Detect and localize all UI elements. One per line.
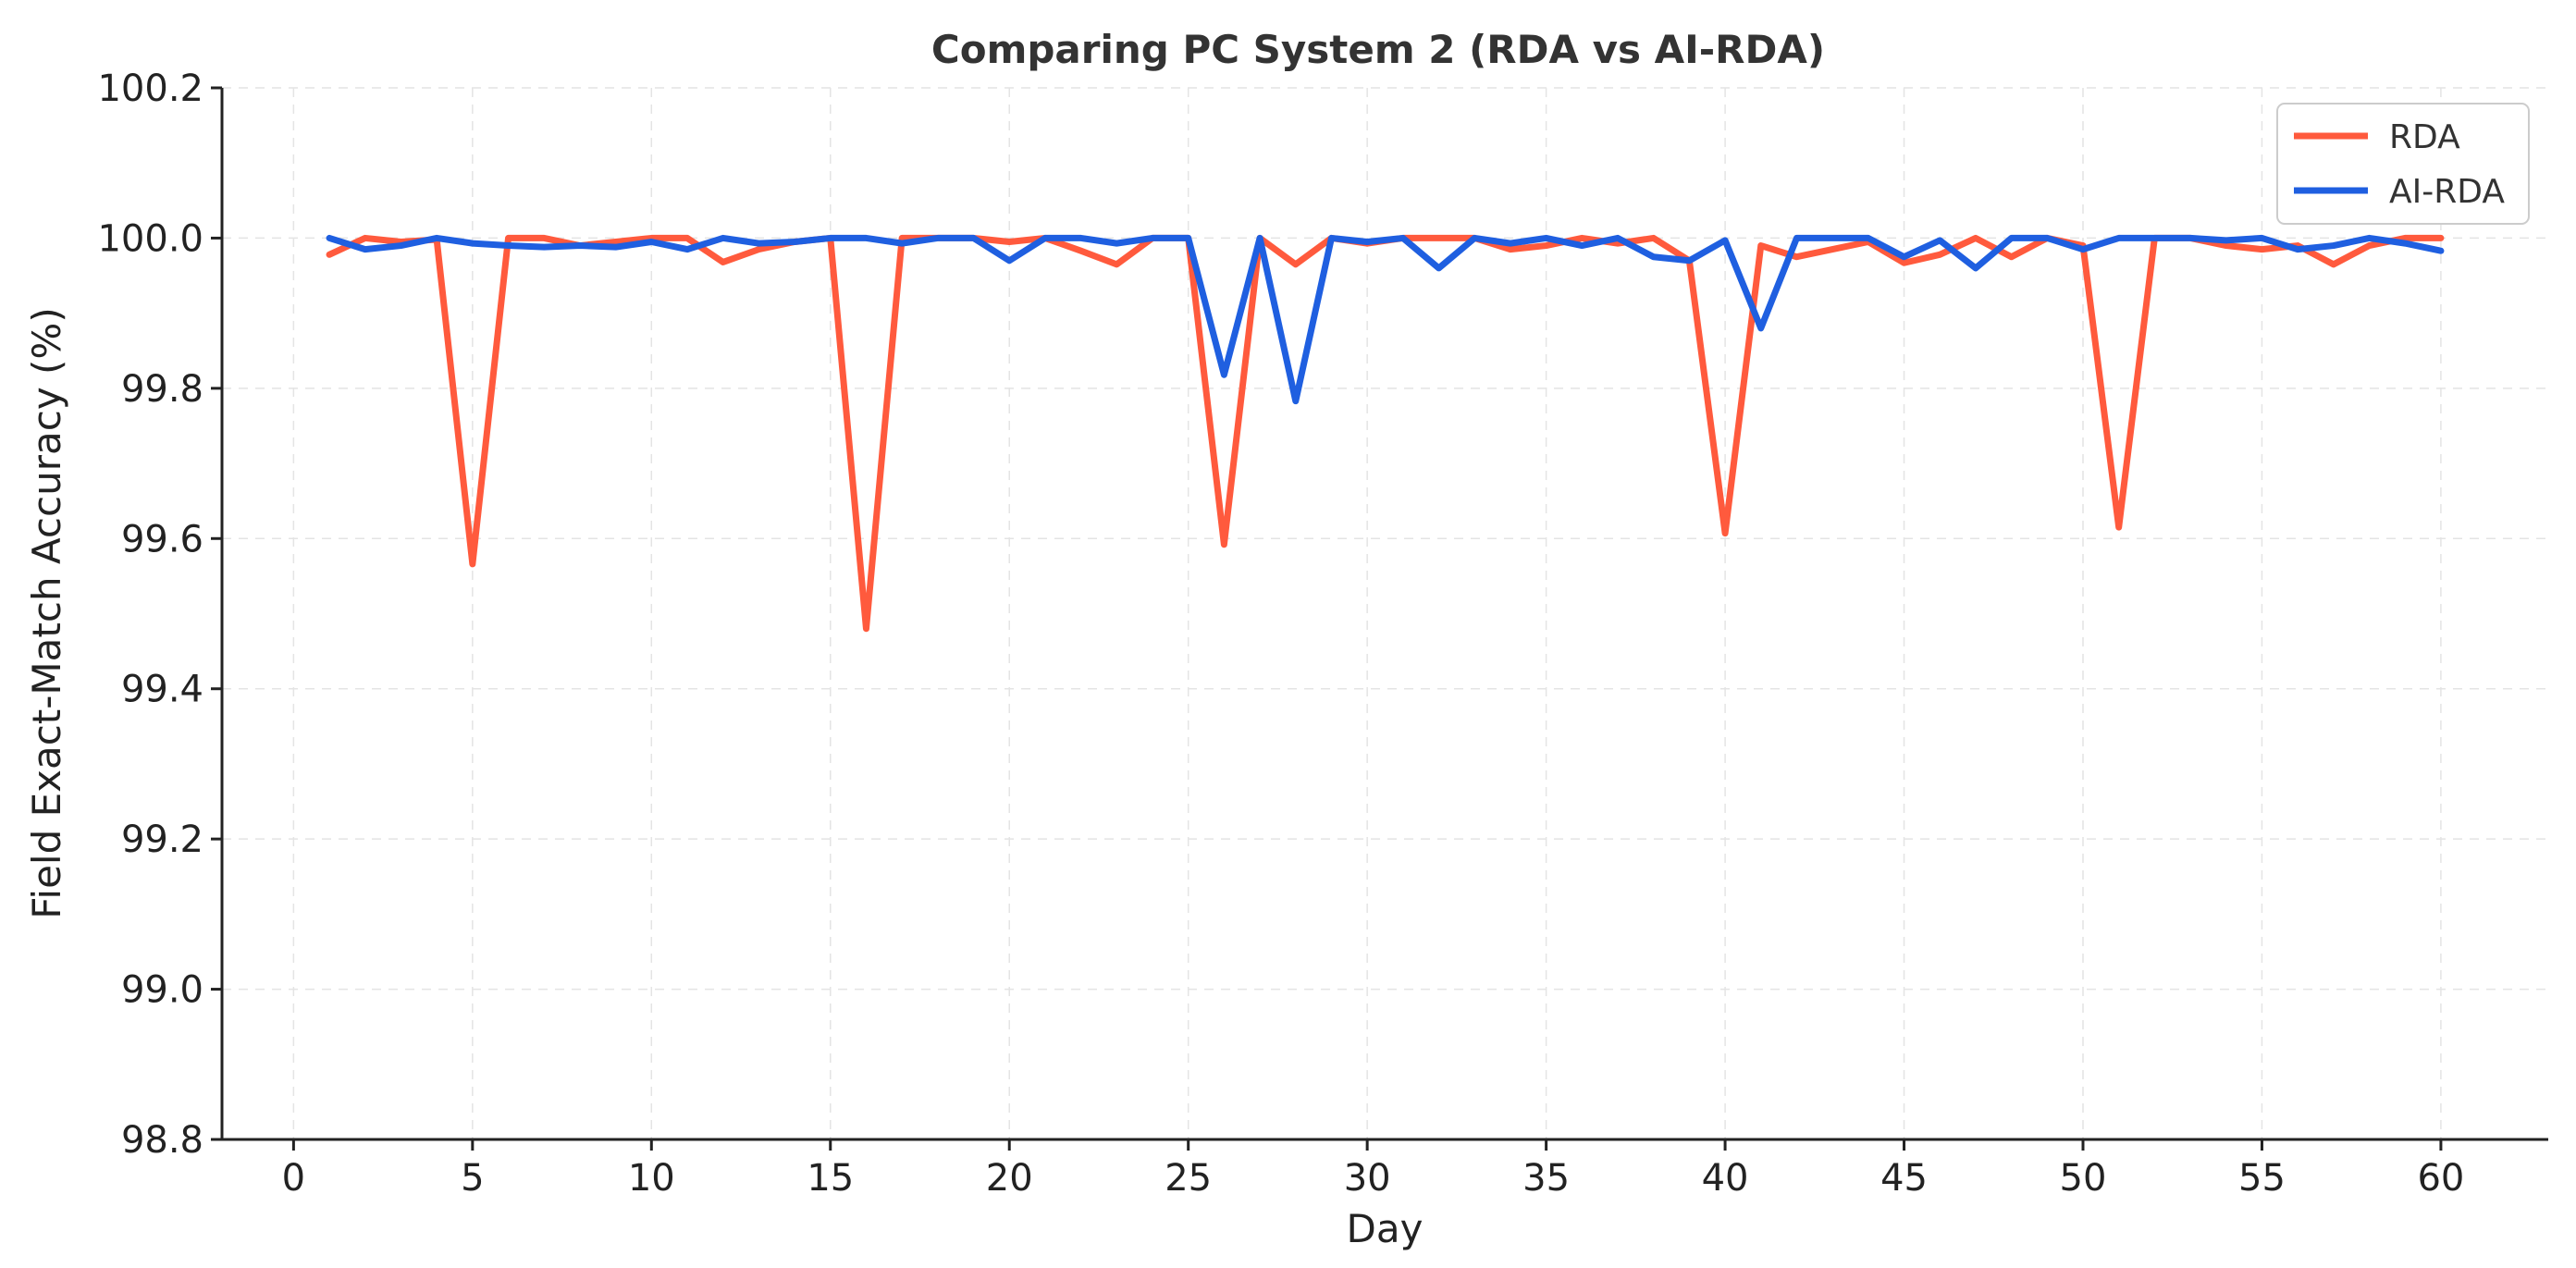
y-tick-label: 99.4 [121, 669, 203, 711]
y-tick-label: 98.8 [121, 1119, 203, 1162]
x-axis-ticks: 0 5 10 15 20 25 30 35 40 45 50 55 60 [282, 1139, 2464, 1200]
y-tick-label: 99.0 [121, 969, 203, 1012]
y-tick-label: 99.8 [121, 368, 203, 411]
series-line-ai-rda [326, 234, 2445, 405]
y-tick-label: 100.0 [97, 217, 203, 260]
x-tick-label: 35 [1522, 1157, 1570, 1200]
y-tick-label: 100.2 [97, 68, 203, 110]
y-axis-label: Field Exact-Match Accuracy (%) [24, 307, 69, 918]
x-tick-label: 45 [1880, 1157, 1928, 1200]
chart-title: Comparing PC System 2 (RDA vs AI-RDA) [931, 27, 1825, 72]
x-axis-label: Day [1347, 1206, 1424, 1251]
x-tick-label: 0 [282, 1157, 305, 1200]
y-tick-label: 99.6 [121, 518, 203, 560]
x-tick-label: 30 [1344, 1157, 1391, 1200]
x-tick-label: 50 [2060, 1157, 2107, 1200]
x-tick-label: 20 [986, 1157, 1033, 1200]
legend: RDA AI-RDA [2276, 103, 2530, 225]
y-tick-label: 99.2 [121, 819, 203, 861]
legend-label-rda: RDA [2389, 118, 2460, 156]
x-tick-label: 25 [1165, 1157, 1212, 1200]
x-tick-label: 10 [628, 1157, 675, 1200]
y-axis-ticks: 98.8 99.0 99.2 99.4 99.6 99.8 100.0 100.2 [97, 68, 222, 1162]
series-layer [326, 234, 2445, 633]
x-tick-label: 55 [2238, 1157, 2286, 1200]
x-tick-label: 5 [461, 1157, 484, 1200]
legend-label-ai-rda: AI-RDA [2389, 173, 2505, 211]
x-tick-label: 40 [1702, 1157, 1749, 1200]
x-tick-label: 60 [2417, 1157, 2464, 1200]
x-tick-label: 15 [807, 1157, 854, 1200]
